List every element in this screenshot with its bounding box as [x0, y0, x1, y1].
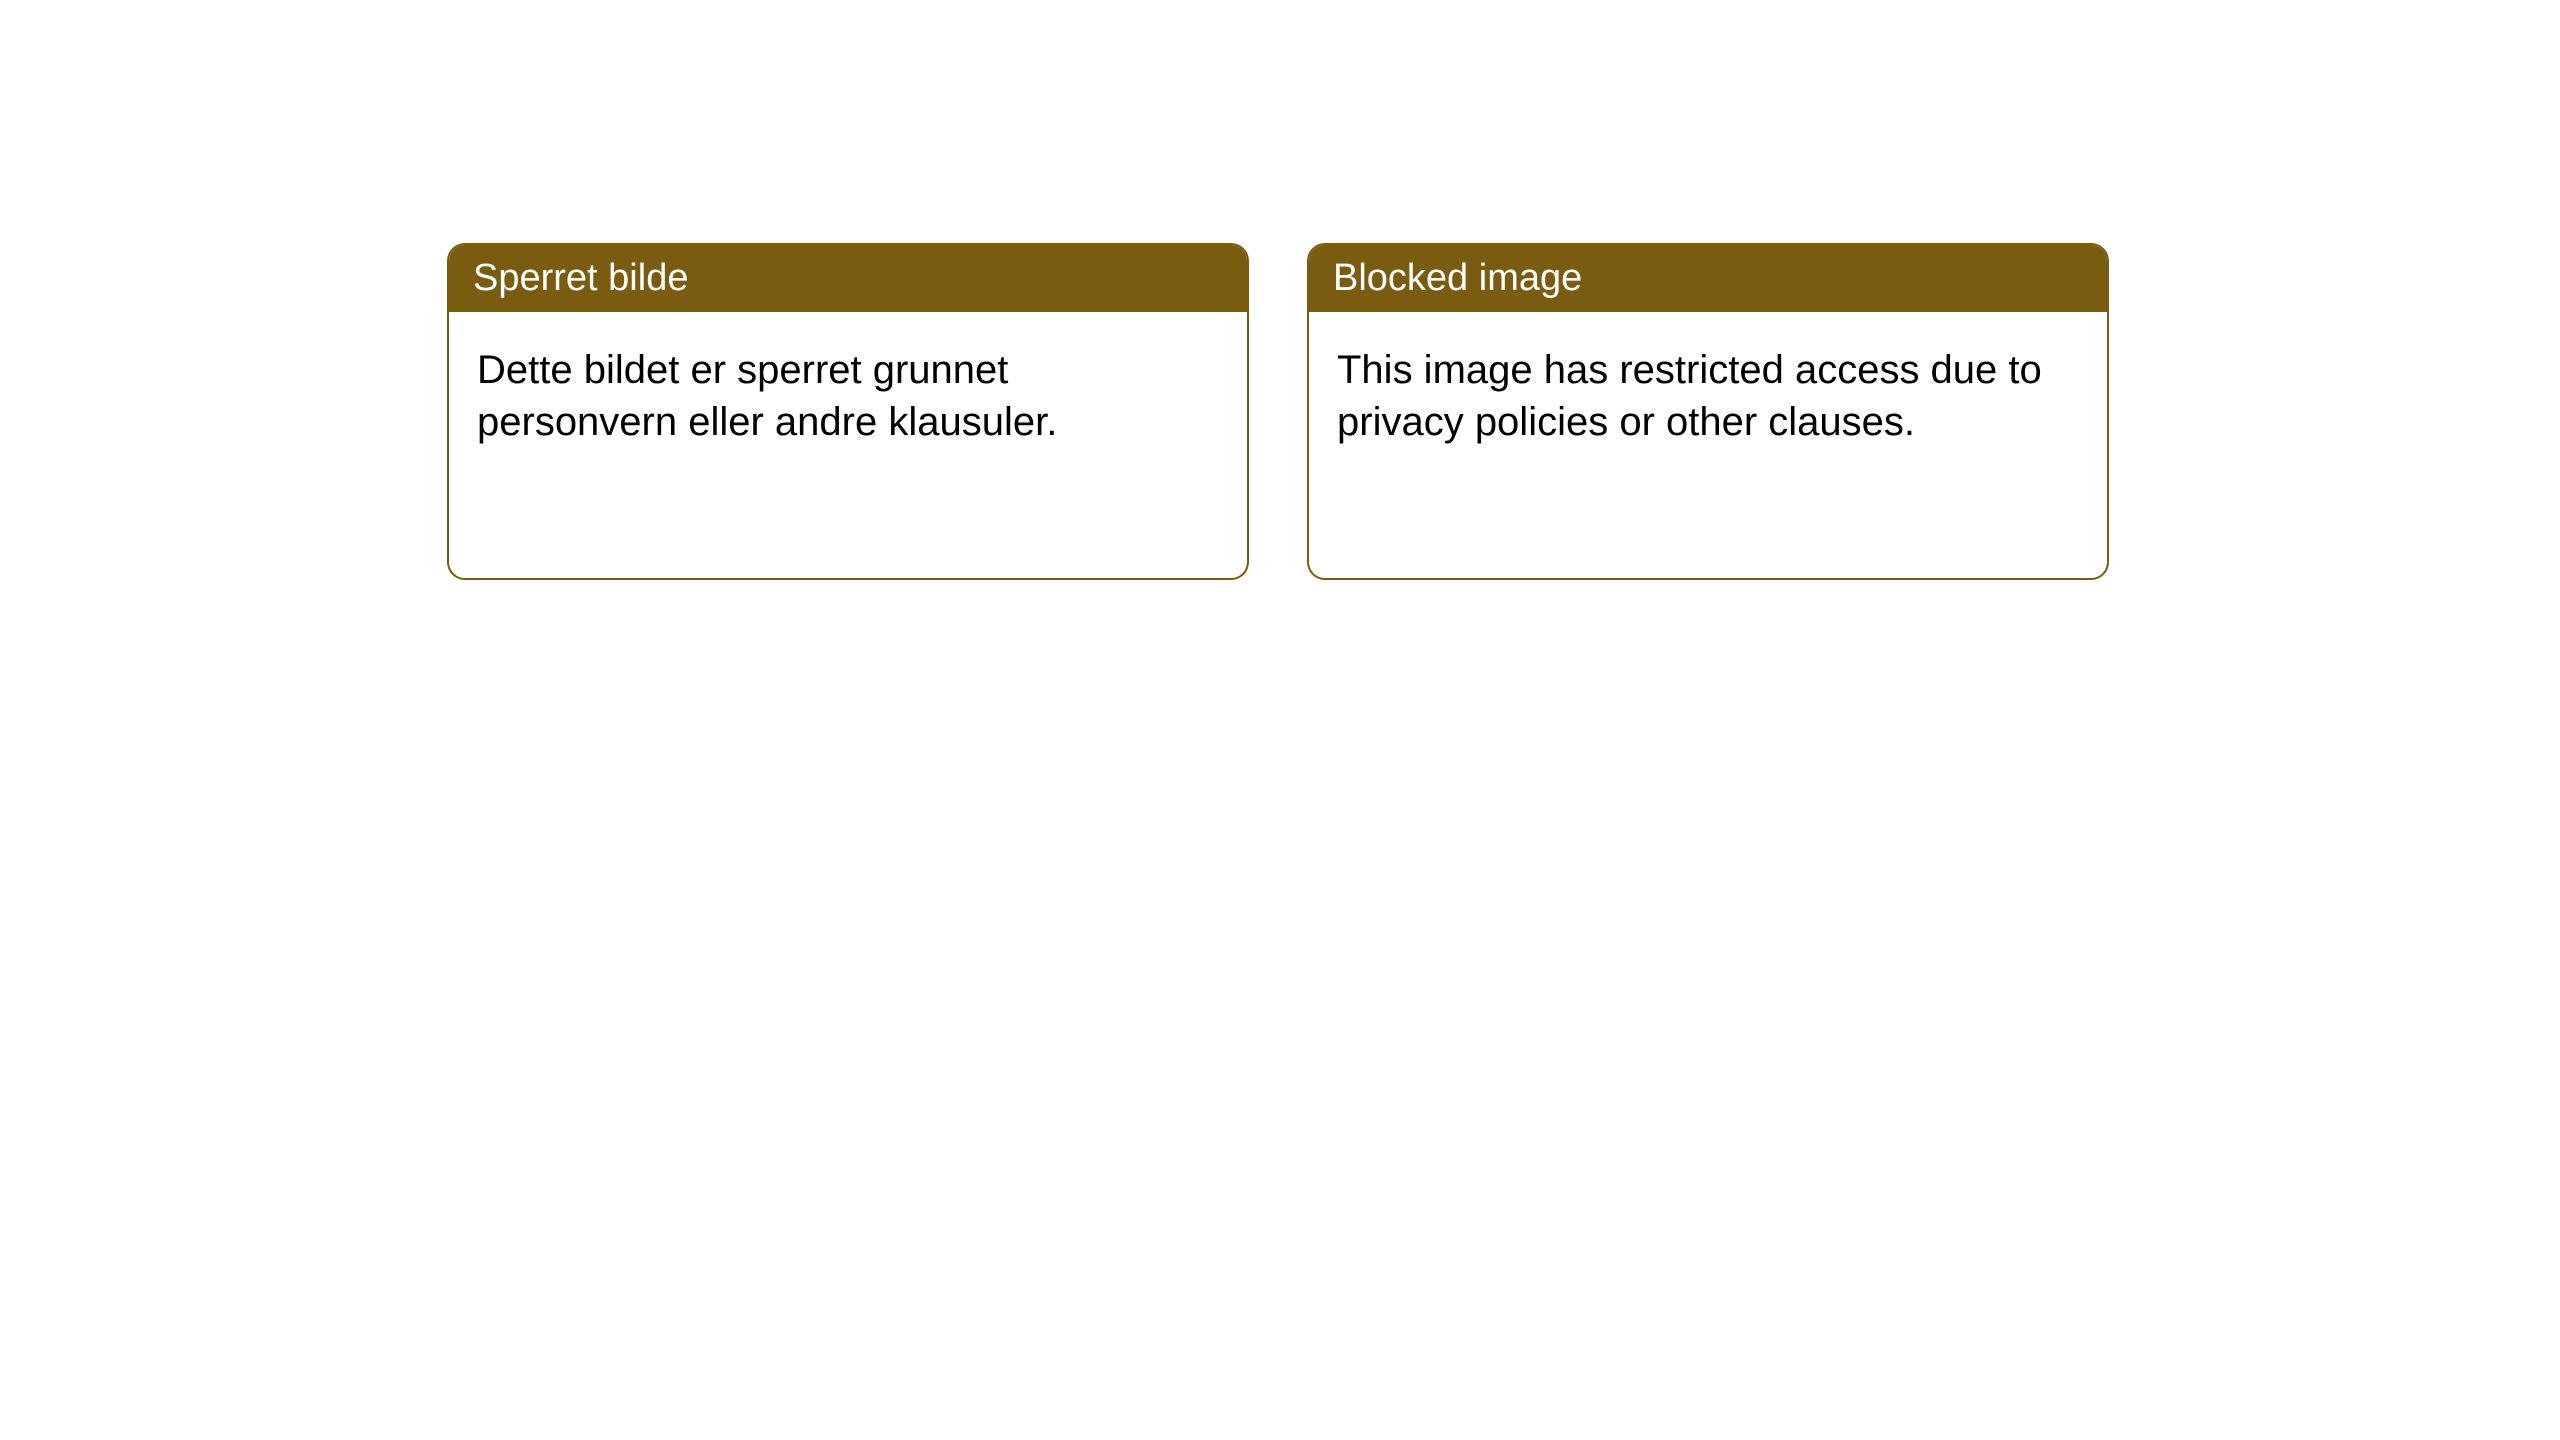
notice-card-body: This image has restricted access due to …	[1309, 312, 2107, 480]
notice-card-body: Dette bildet er sperret grunnet personve…	[449, 312, 1247, 480]
notice-card-norwegian: Sperret bilde Dette bildet er sperret gr…	[447, 243, 1249, 580]
notice-card-english: Blocked image This image has restricted …	[1307, 243, 2109, 580]
notice-card-header: Sperret bilde	[449, 245, 1247, 312]
notice-card-container: Sperret bilde Dette bildet er sperret gr…	[447, 243, 2109, 580]
notice-card-header: Blocked image	[1309, 245, 2107, 312]
